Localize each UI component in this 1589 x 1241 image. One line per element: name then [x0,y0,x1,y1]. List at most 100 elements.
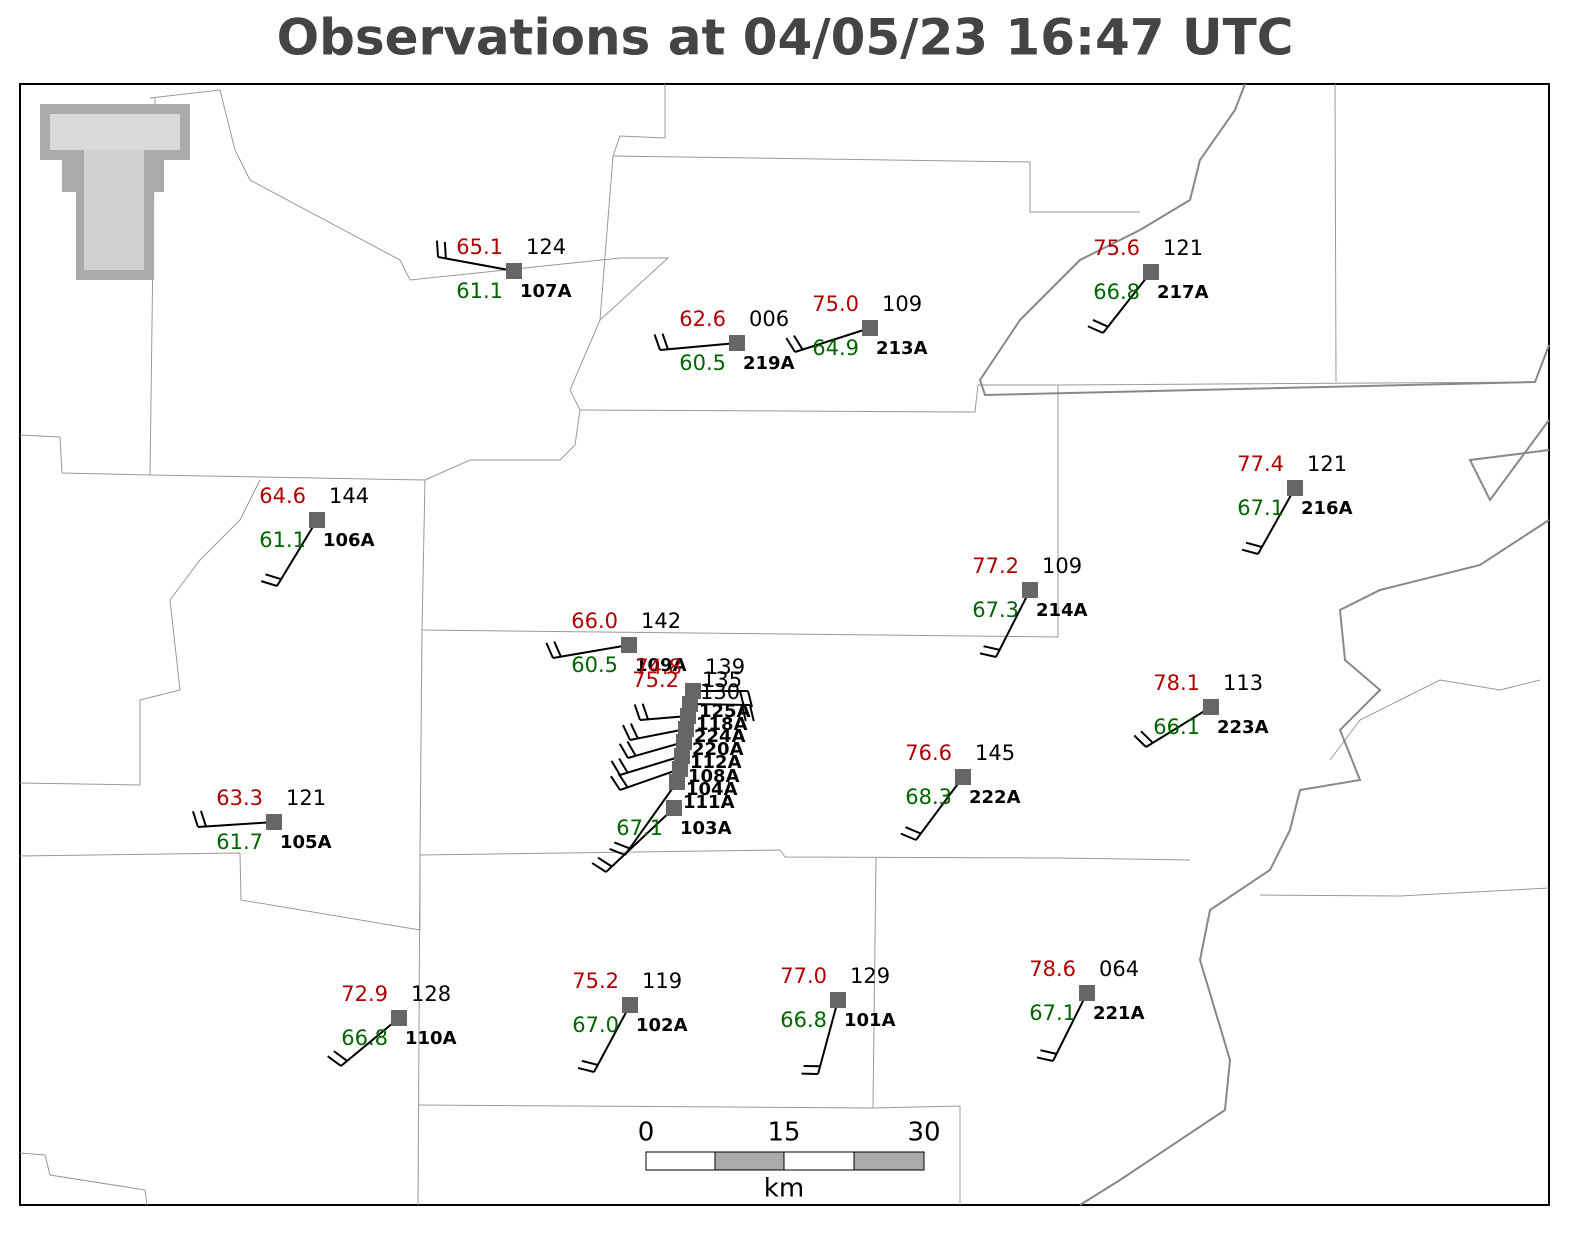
temperature: 78.1 [1153,671,1200,695]
station-id: 101A [844,1010,896,1031]
scale-bar: 0 15 30 km [638,1118,941,1204]
station-marker [678,721,694,737]
dewpoint: 66.1 [1153,715,1200,739]
wind-barb [817,999,839,1075]
barb-flag [641,703,649,720]
station: 104A [610,761,738,800]
wind-direction: 113 [1223,671,1263,695]
station-id: 102A [636,1015,688,1036]
station: 76.6 145 68.3 222A [900,741,1021,841]
barb-flag [661,333,669,350]
wind-direction: 064 [1099,957,1139,981]
station: 108A [610,748,740,787]
station-id: 125A [699,701,751,722]
scale-unit: km [764,1174,804,1204]
wind-barb [619,755,683,776]
station-id: 217A [1157,282,1209,303]
wind-barb [197,821,275,828]
barb-flag [199,810,207,827]
wind-direction: 121 [286,786,326,810]
wind-direction: 121 [1163,236,1203,260]
station-marker [1022,582,1038,598]
station-marker [309,512,325,528]
barb-flag [983,645,1000,651]
station-marker [266,814,282,830]
dewpoint: 61.1 [259,528,306,552]
wind-direction: 124 [526,235,566,259]
barb-flag [1036,1056,1054,1062]
station: 74.8 139 125A [635,655,753,722]
barb-flag [747,690,753,708]
barb-flag [435,240,439,258]
wind-direction: 130 [700,680,740,704]
dewpoint: 67.1 [1237,496,1284,520]
station-marker [669,774,685,790]
station: 66.0 142 60.5 109A [545,609,687,677]
wind-direction: 142 [641,609,681,633]
wind-barb [689,703,751,706]
wind-barb [593,1004,631,1073]
barb-flag [610,775,621,791]
dewpoint: 66.8 [1093,280,1140,304]
station-id: 213A [876,338,928,359]
barb-flag [905,826,922,835]
barb-flag [333,1050,348,1062]
dewpoint: 68.3 [905,785,952,809]
station-marker [830,992,846,1008]
temperature: 62.6 [679,307,726,331]
logo [40,104,190,280]
station: 77.4 121 67.1 216A [1237,452,1353,555]
station-id: 109A [635,655,687,676]
station-id: 223A [1217,717,1269,738]
barb-flag [617,773,629,788]
station-marker [391,1010,407,1026]
dewpoint: 60.5 [679,351,726,375]
dewpoint: 61.7 [216,830,263,854]
station-marker [680,708,696,724]
temperature: 75.6 [1093,236,1140,260]
barb-flag [327,1055,342,1067]
station: 78.1 113 66.1 223A [1133,671,1269,748]
station-id: 118A [696,714,748,735]
station-marker [729,335,745,351]
barb-flag [741,704,747,722]
temperature: 65.1 [456,235,503,259]
barb-flag [1040,1049,1057,1055]
dewpoint: 67.0 [572,1013,619,1037]
barb-flag [581,1059,599,1066]
station: 78.6 064 67.1 221A [1029,957,1145,1062]
wind-barb [552,644,630,659]
station-id: 104A [686,779,738,800]
barb-flag [553,641,562,658]
temperature: 78.6 [1029,957,1076,981]
station-marker [672,761,688,777]
dewpoint: 61.1 [456,279,503,303]
station-id: 219A [743,353,795,374]
station: 75.6 121 66.8 217A [1087,236,1209,334]
wind-barb [276,519,318,587]
barb-flag [613,841,631,850]
station-marker [621,637,637,653]
barb-flag [1087,325,1104,334]
barb-flag [1140,730,1154,744]
barb-flag [192,810,199,828]
scale-label: 15 [767,1118,800,1148]
wind-direction: 139 [705,655,745,679]
dewpoint: 66.8 [780,1008,827,1032]
wind-barb [995,589,1031,658]
station: 75.0 109 64.9 213A [785,292,928,360]
station: 111A [609,774,735,856]
wind-barb [794,327,871,353]
station: 75.2 119 67.0 102A [572,969,688,1073]
barb-flag [633,704,641,721]
station: 65.1 124 61.1 107A [435,235,572,303]
map-frame [19,83,1550,1206]
wind-barb [1145,706,1212,748]
barb-flag [979,652,997,658]
barb-flag [609,848,626,856]
station-marker [685,683,701,699]
temperature: 77.2 [972,554,1019,578]
station-id: 112A [690,752,742,773]
dewpoint: 67.3 [972,598,1019,622]
